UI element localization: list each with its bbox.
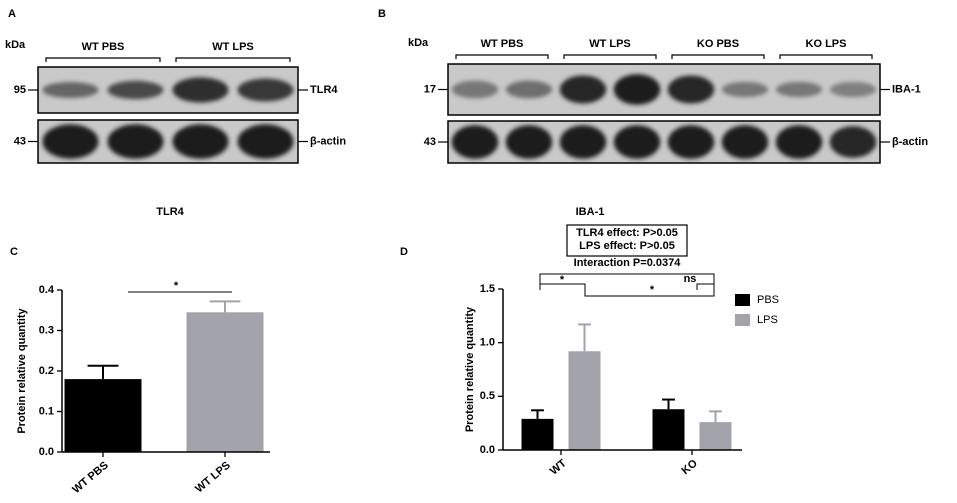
y-tick-label: 0.2	[39, 365, 54, 377]
blot-band	[107, 124, 164, 159]
row-label: β-actin	[892, 136, 928, 148]
x-tick-label: WT	[548, 457, 569, 477]
bar	[186, 312, 264, 452]
marker-label: 17	[424, 83, 436, 95]
blot-band	[237, 124, 294, 159]
unit-label: kDa	[5, 39, 26, 51]
row-label: β-actin	[310, 135, 346, 147]
annotation: Interaction P=0.0374	[574, 257, 682, 269]
bar	[568, 351, 601, 450]
group-bracket	[563, 54, 657, 59]
bar	[652, 409, 685, 450]
group-label: KO PBS	[697, 38, 739, 50]
bracket	[539, 283, 715, 297]
blot-band	[451, 80, 499, 99]
blot-band	[505, 125, 553, 159]
blot-band	[42, 124, 99, 159]
group-bracket	[455, 54, 549, 59]
annotation: LPS effect: P>0.05	[579, 240, 675, 252]
blot-band	[559, 75, 607, 104]
annotation: *	[650, 284, 655, 296]
y-axis-label: Protein relative quantity	[464, 306, 476, 432]
bar	[699, 422, 732, 450]
annotation-box	[566, 224, 688, 257]
legend-label: LPS	[757, 314, 778, 326]
blot-band	[172, 124, 229, 159]
blot-band	[172, 77, 229, 103]
blot-band	[613, 74, 661, 105]
blot-band	[667, 125, 715, 159]
blot-band	[775, 125, 823, 159]
bracket	[696, 283, 715, 290]
blot-band	[775, 81, 823, 98]
group-label: WT LPS	[589, 38, 631, 50]
chart-title: IBA-1	[576, 206, 605, 218]
annotation: ns	[684, 273, 697, 285]
group-label: WT PBS	[82, 41, 125, 53]
y-tick-label: 0.5	[480, 390, 495, 402]
y-tick-label: 0.3	[39, 324, 54, 336]
group-bracket	[45, 57, 161, 62]
blot-band	[237, 78, 294, 102]
panel-letter: C	[10, 246, 18, 258]
marker-label: 95	[14, 84, 26, 96]
blot-band	[829, 126, 877, 158]
group-label: WT PBS	[481, 38, 524, 50]
blot-band	[451, 125, 499, 159]
panel-letter: D	[400, 246, 408, 258]
blot-band	[613, 125, 661, 159]
y-axis-label: Protein relative quantity	[16, 307, 28, 433]
x-tick-label: KO	[679, 457, 700, 477]
bar	[521, 418, 554, 450]
y-tick-label: 0.0	[480, 444, 495, 456]
chart-title: TLR4	[156, 206, 184, 218]
group-bracket	[671, 54, 765, 59]
panel-letter: B	[378, 8, 386, 20]
group-label: KO LPS	[806, 38, 847, 50]
annotation: *	[560, 274, 565, 286]
panel-letter: A	[8, 8, 16, 20]
y-tick-label: 0.1	[39, 405, 54, 417]
row-label: IBA-1	[892, 83, 921, 95]
blot-band	[107, 80, 164, 100]
x-tick-label: WT PBS	[70, 459, 110, 496]
marker-label: 43	[14, 135, 26, 147]
blot-band	[721, 125, 769, 159]
blot-band	[721, 81, 769, 98]
row-label: TLR4	[310, 84, 338, 96]
group-label: WT LPS	[212, 41, 254, 53]
bar	[64, 379, 142, 452]
group-bracket	[779, 54, 873, 59]
annotation: *	[174, 280, 179, 292]
y-tick-label: 1.5	[480, 283, 495, 295]
marker-label: 43	[424, 136, 436, 148]
blot-band	[559, 125, 607, 159]
annotation: TLR4 effect: P>0.05	[576, 227, 678, 239]
group-bracket	[175, 57, 291, 62]
legend-label: PBS	[757, 294, 779, 306]
legend-swatch	[735, 314, 750, 326]
y-tick-label: 1.0	[480, 337, 495, 349]
unit-label: kDa	[408, 37, 429, 49]
legend-swatch	[735, 294, 750, 306]
blot-band	[505, 80, 553, 99]
y-tick-label: 0.0	[39, 446, 54, 458]
bracket	[539, 273, 715, 284]
blot-band	[829, 81, 877, 98]
x-tick-label: WT LPS	[193, 459, 233, 495]
blot-band	[667, 75, 715, 104]
blot-band	[42, 81, 99, 99]
y-tick-label: 0.4	[39, 284, 55, 296]
